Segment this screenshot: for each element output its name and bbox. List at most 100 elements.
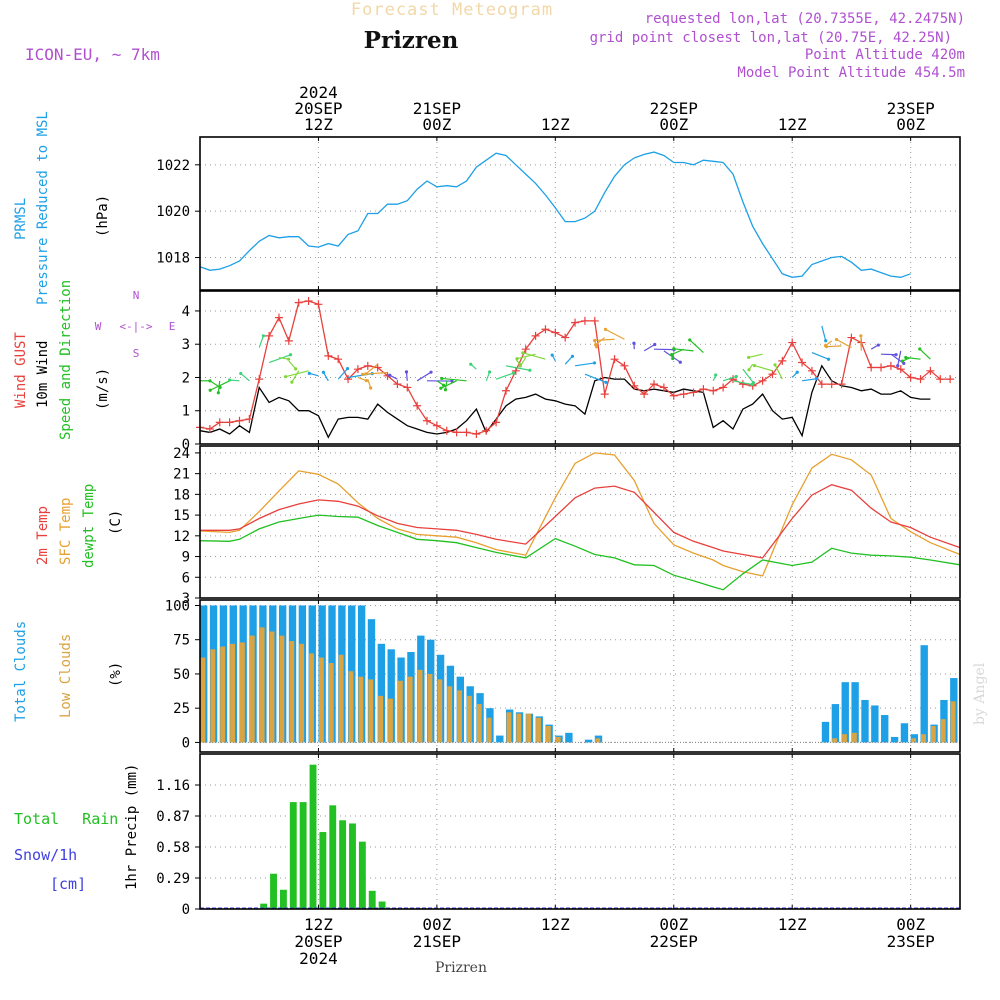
gust-marker xyxy=(630,381,639,390)
top-time-label: 12Z xyxy=(541,115,570,134)
total-clouds-bar xyxy=(881,715,889,743)
top-time-label: 23SEP xyxy=(887,99,935,118)
wind-arrow-head xyxy=(239,371,243,376)
low-clouds-bar xyxy=(279,635,285,743)
pressure-label-msl: Pressure Reduced to MSL xyxy=(35,111,51,305)
rain-bar xyxy=(309,764,317,909)
wind-arrow-head xyxy=(900,359,905,363)
low-clouds-bar xyxy=(437,679,443,743)
wind-direction-arrow xyxy=(689,339,704,353)
wind-arrow-head xyxy=(670,353,674,357)
gust-marker xyxy=(265,331,274,340)
compass-rose: N <-|-> W E S xyxy=(95,289,176,360)
y-tick-label-p2: 3 xyxy=(182,591,190,607)
gust-marker xyxy=(482,426,491,435)
wind-arrow-head xyxy=(904,355,908,360)
total-clouds-bar xyxy=(496,735,504,743)
wind-arrow-head xyxy=(286,357,291,361)
low-clouds-bar xyxy=(950,701,956,743)
wind-arrow-head xyxy=(488,370,492,374)
wind-direction-arrow xyxy=(897,350,902,366)
gust-marker xyxy=(946,375,955,384)
total-clouds-bar xyxy=(851,682,859,743)
wind-arrow-head xyxy=(388,373,392,377)
wind-arrow-head xyxy=(825,345,829,349)
y-tick-label-p2: 6 xyxy=(182,570,190,586)
panel-frame-1 xyxy=(199,290,961,445)
wind-direction-arrow xyxy=(519,357,527,367)
gust-marker xyxy=(334,355,343,364)
low-clouds-bar xyxy=(466,695,472,743)
low-clouds-bar xyxy=(368,679,374,743)
gust-marker xyxy=(551,328,560,337)
low-clouds-bar xyxy=(388,698,393,743)
wind-direction-arrow xyxy=(495,372,514,380)
wind-arrow-head xyxy=(773,363,777,367)
plot-area: 1018102010220123436912151821240255075100… xyxy=(156,83,961,968)
top-time-label: 00Z xyxy=(896,115,925,134)
gust-marker xyxy=(492,418,501,427)
wind-direction-arrow xyxy=(811,351,829,360)
y-tick-label-p3: 50 xyxy=(173,667,190,683)
compass-w: W xyxy=(95,320,102,333)
top-time-label: 21SEP xyxy=(413,99,461,118)
rain-bar xyxy=(299,802,307,909)
wind-arrow-head xyxy=(826,357,831,361)
wind-arrow-head xyxy=(515,357,519,361)
y-tick-label-p2: 18 xyxy=(173,487,190,503)
bottom-time-label: 22SEP xyxy=(650,932,698,951)
wind-arrow-head xyxy=(345,366,350,371)
grid-point-coords: grid point closest lon,lat (20.75E, 42.2… xyxy=(590,30,952,46)
gust-marker xyxy=(393,380,402,389)
rain-bar xyxy=(289,802,297,909)
low-clouds-bar xyxy=(832,738,838,743)
low-clouds-bar xyxy=(921,734,926,743)
wind-direction-arrow xyxy=(742,368,754,384)
gust-marker xyxy=(344,375,353,384)
clouds-unit: (%) xyxy=(108,662,124,687)
wind-arrow-head xyxy=(632,341,636,345)
model-label: ICON-EU, ~ 7km xyxy=(25,45,160,64)
top-time-label: 2024 xyxy=(299,83,338,102)
rain-bar xyxy=(319,832,327,909)
wind-arrow-head xyxy=(208,388,212,392)
y-tick-label-p0: 1020 xyxy=(156,204,190,220)
wind-direction-arrow xyxy=(774,364,783,380)
gust-marker xyxy=(205,425,214,434)
wind-arrow-head xyxy=(443,388,448,392)
requested-coords: requested lon,lat (20.7355E, 42.2475N) xyxy=(645,11,965,27)
y-tick-label-p2: 12 xyxy=(173,529,190,545)
low-clouds-bar xyxy=(526,713,532,743)
gust-marker xyxy=(877,363,886,372)
wind-arrow-head xyxy=(528,368,532,372)
wind-arrow-head xyxy=(361,372,365,376)
low-clouds-bar xyxy=(911,738,917,743)
wind-arrow-head xyxy=(429,370,433,374)
gust-marker xyxy=(324,351,333,360)
wind-arrow-head xyxy=(653,342,657,347)
wind-arrow-head xyxy=(261,334,265,338)
gust-marker xyxy=(738,380,747,389)
wind-arrow-head xyxy=(688,338,692,342)
wind-arrow-head xyxy=(672,347,676,351)
low-clouds-bar xyxy=(407,676,413,743)
wind-direction-arrow xyxy=(595,337,606,346)
rain-bar xyxy=(260,903,268,909)
low-clouds-bar xyxy=(506,712,512,743)
gust-marker xyxy=(531,331,540,340)
gust-marker xyxy=(314,300,323,309)
wind-direction-arrow xyxy=(919,348,931,360)
gust-marker xyxy=(719,383,728,392)
wind-direction-arrow xyxy=(278,356,289,360)
gust-marker xyxy=(709,386,718,395)
low-clouds-bar xyxy=(940,719,946,743)
y-tick-label-p4: 0 xyxy=(182,902,190,918)
gust-marker xyxy=(817,380,826,389)
low-clouds-bar xyxy=(486,717,492,743)
low-clouds-bar xyxy=(220,646,226,743)
wind-arrow-head xyxy=(734,374,738,379)
gust-marker xyxy=(462,428,471,437)
model-altitude: Model Point Altitude 454.5m xyxy=(737,65,965,81)
gust-marker xyxy=(600,390,609,399)
wind-arrow-head xyxy=(290,380,294,384)
